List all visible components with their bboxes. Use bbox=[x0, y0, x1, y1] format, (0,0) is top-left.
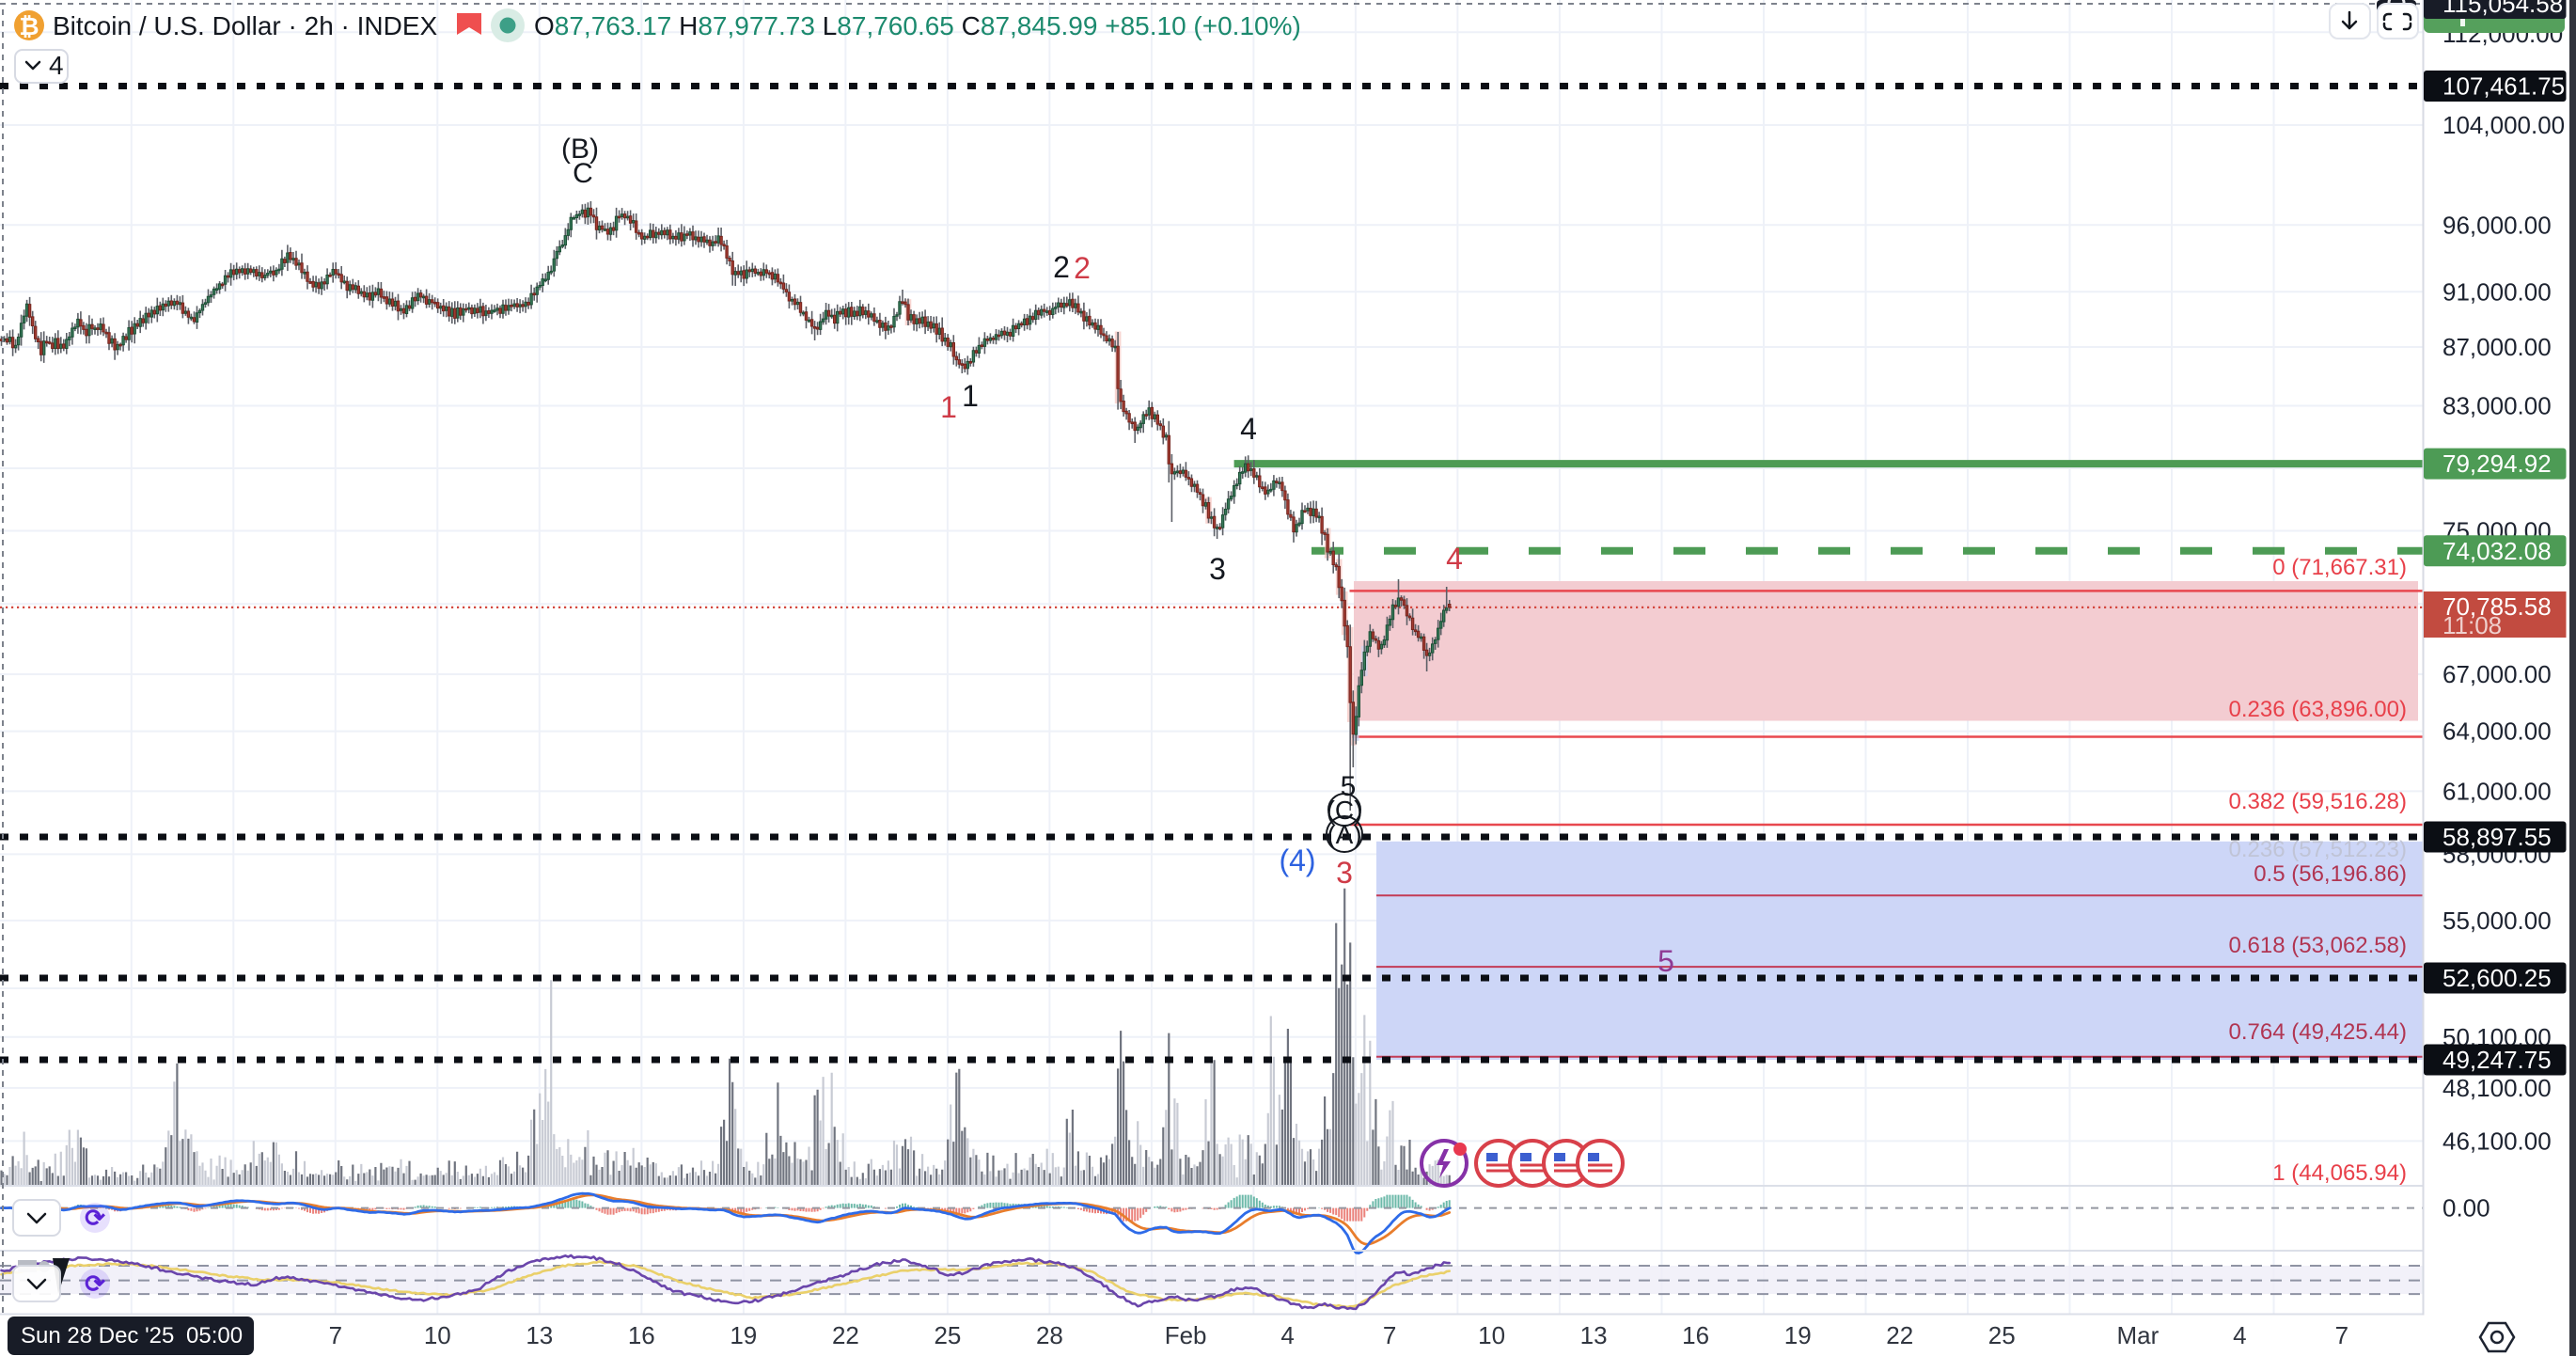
svg-text:7: 7 bbox=[2335, 1321, 2348, 1349]
svg-text:107,461.75: 107,461.75 bbox=[2442, 72, 2565, 101]
svg-text:1: 1 bbox=[962, 379, 979, 413]
svg-text:83,000.00: 83,000.00 bbox=[2442, 392, 2552, 420]
svg-text:25: 25 bbox=[1988, 1321, 2016, 1349]
svg-text:11:08: 11:08 bbox=[2442, 611, 2502, 639]
svg-text:(B): (B) bbox=[561, 134, 599, 165]
svg-text:2: 2 bbox=[1053, 250, 1070, 284]
svg-text:(4): (4) bbox=[1279, 844, 1315, 877]
svg-text:1: 1 bbox=[940, 390, 957, 424]
svg-text:96,000.00: 96,000.00 bbox=[2442, 211, 2552, 239]
svg-text:19: 19 bbox=[1784, 1321, 1812, 1349]
svg-text:0.236 (57,512.23): 0.236 (57,512.23) bbox=[2229, 837, 2407, 862]
svg-text:Sun 28 Dec '25: Sun 28 Dec '25 bbox=[21, 1323, 174, 1348]
svg-text:28: 28 bbox=[1036, 1321, 1063, 1349]
svg-text:⟳: ⟳ bbox=[85, 1269, 105, 1298]
svg-text:55,000.00: 55,000.00 bbox=[2442, 907, 2552, 935]
svg-text:10: 10 bbox=[1478, 1321, 1505, 1349]
svg-text:79,294.92: 79,294.92 bbox=[2442, 449, 2552, 478]
svg-text:70,785.58: 70,785.58 bbox=[2442, 592, 2552, 621]
svg-text:Mar: Mar bbox=[2117, 1321, 2160, 1349]
svg-text:(A): (A) bbox=[1327, 820, 1361, 849]
svg-text:05:00: 05:00 bbox=[186, 1323, 243, 1348]
svg-text:5: 5 bbox=[1657, 944, 1674, 978]
svg-text:22: 22 bbox=[832, 1321, 859, 1349]
svg-text:₿: ₿ bbox=[19, 12, 39, 40]
svg-text:0 (71,667.31): 0 (71,667.31) bbox=[2272, 555, 2407, 580]
svg-text:58,897.55: 58,897.55 bbox=[2442, 823, 2552, 851]
svg-text:49,247.75: 49,247.75 bbox=[2442, 1046, 2552, 1074]
svg-text:0.764 (49,425.44): 0.764 (49,425.44) bbox=[2229, 1019, 2407, 1045]
svg-text:87,000.00: 87,000.00 bbox=[2442, 333, 2552, 361]
svg-text:4: 4 bbox=[1280, 1321, 1294, 1349]
svg-text:115,054.58: 115,054.58 bbox=[2442, 0, 2563, 18]
svg-text:19: 19 bbox=[730, 1321, 757, 1349]
svg-text:16: 16 bbox=[628, 1321, 655, 1349]
svg-text:3: 3 bbox=[1336, 856, 1353, 890]
svg-text:22: 22 bbox=[1886, 1321, 1913, 1349]
svg-text:10: 10 bbox=[424, 1321, 451, 1349]
svg-text:48,100.00: 48,100.00 bbox=[2442, 1074, 2552, 1102]
svg-text:13: 13 bbox=[1580, 1321, 1608, 1349]
svg-text:46,100.00: 46,100.00 bbox=[2442, 1127, 2552, 1155]
svg-text:0.00: 0.00 bbox=[2442, 1193, 2490, 1222]
svg-text:25: 25 bbox=[934, 1321, 961, 1349]
svg-text:67,000.00: 67,000.00 bbox=[2442, 660, 2552, 688]
svg-text:Feb: Feb bbox=[1165, 1321, 1207, 1349]
svg-text:7: 7 bbox=[1383, 1321, 1396, 1349]
svg-text:7: 7 bbox=[329, 1321, 342, 1349]
svg-text:1 (44,065.94): 1 (44,065.94) bbox=[2272, 1160, 2407, 1186]
svg-text:2: 2 bbox=[1074, 251, 1091, 285]
svg-text:⟳: ⟳ bbox=[85, 1204, 105, 1232]
svg-text:0.5 (56,196.86): 0.5 (56,196.86) bbox=[2254, 861, 2407, 887]
svg-text:0.236 (63,896.00): 0.236 (63,896.00) bbox=[2229, 697, 2407, 722]
svg-text:61,000.00: 61,000.00 bbox=[2442, 777, 2552, 805]
svg-text:13: 13 bbox=[526, 1321, 553, 1349]
svg-text:4: 4 bbox=[1446, 542, 1463, 576]
svg-text:74,032.08: 74,032.08 bbox=[2442, 537, 2552, 565]
svg-text:3: 3 bbox=[1209, 552, 1226, 586]
svg-text:16: 16 bbox=[1682, 1321, 1709, 1349]
svg-text:4: 4 bbox=[2233, 1321, 2246, 1349]
svg-text:64,000.00: 64,000.00 bbox=[2442, 717, 2552, 746]
svg-text:52,600.25: 52,600.25 bbox=[2442, 964, 2552, 992]
svg-text:O87,763.17 H87,977.73 L87,76: O87,763.17 H87,977.73 L87,760.65 C87,845… bbox=[534, 11, 1301, 40]
svg-text:4: 4 bbox=[49, 51, 64, 80]
svg-text:Bitcoin / U.S. Dollar · 2h · I: Bitcoin / U.S. Dollar · 2h · INDEX bbox=[53, 11, 438, 40]
svg-text:0.382 (59,516.28): 0.382 (59,516.28) bbox=[2229, 789, 2407, 814]
svg-text:104,000.00: 104,000.00 bbox=[2442, 111, 2565, 139]
svg-text:4: 4 bbox=[1240, 412, 1257, 446]
svg-text:C: C bbox=[573, 158, 593, 189]
svg-text:91,000.00: 91,000.00 bbox=[2442, 277, 2552, 306]
svg-text:0.618 (53,062.58): 0.618 (53,062.58) bbox=[2229, 933, 2407, 958]
